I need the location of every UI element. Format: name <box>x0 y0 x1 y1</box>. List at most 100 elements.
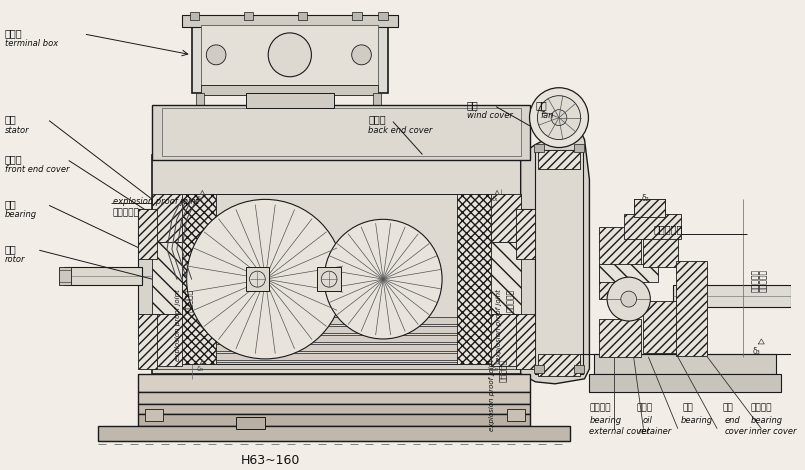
Bar <box>535 365 544 373</box>
Bar <box>599 227 641 299</box>
Bar <box>162 195 511 364</box>
Text: 隔爆接合面: 隔爆接合面 <box>113 208 140 217</box>
Bar <box>535 143 544 151</box>
Bar <box>138 209 157 259</box>
Bar <box>491 242 521 314</box>
Text: cover: cover <box>725 427 749 436</box>
Bar <box>246 267 269 291</box>
Circle shape <box>187 199 344 359</box>
Bar <box>298 12 308 20</box>
Text: δ₃: δ₃ <box>196 366 204 372</box>
Text: 軸承: 軸承 <box>5 199 17 209</box>
Text: δ₃: δ₃ <box>491 366 498 372</box>
Text: stator: stator <box>5 125 30 134</box>
Bar <box>574 365 584 373</box>
Text: δ₃: δ₃ <box>753 347 760 356</box>
Bar <box>516 314 535 369</box>
Bar <box>352 12 361 20</box>
Bar <box>599 319 641 357</box>
Bar <box>152 155 530 374</box>
Text: front end cover: front end cover <box>5 165 69 174</box>
Text: oil: oil <box>642 415 652 425</box>
Bar <box>196 93 204 105</box>
Bar <box>673 285 791 307</box>
Bar <box>192 18 388 93</box>
Text: H63~160: H63~160 <box>241 454 299 467</box>
Text: bearing: bearing <box>681 415 713 425</box>
Text: 定子: 定子 <box>5 115 17 125</box>
Bar <box>152 353 516 360</box>
Circle shape <box>607 277 650 321</box>
Text: 端蓋: 端蓋 <box>722 404 733 413</box>
Text: 轉子: 轉子 <box>5 244 17 254</box>
Bar <box>507 409 525 421</box>
Text: 后端蓋: 后端蓋 <box>369 115 386 125</box>
Circle shape <box>206 45 226 65</box>
Circle shape <box>551 110 567 125</box>
Bar <box>246 93 334 108</box>
Bar <box>535 149 583 374</box>
Polygon shape <box>521 130 589 384</box>
Bar <box>98 426 570 441</box>
Bar <box>624 214 681 239</box>
Bar <box>643 237 678 267</box>
Bar <box>676 261 708 356</box>
Bar <box>516 209 535 259</box>
Text: δ₁: δ₁ <box>491 196 498 203</box>
Circle shape <box>538 96 580 140</box>
Text: 隔爆接合面: 隔爆接合面 <box>759 269 769 292</box>
Text: end: end <box>725 415 741 425</box>
Text: rotor: rotor <box>5 255 26 264</box>
Text: 固定軸承蓋: 固定軸承蓋 <box>750 269 760 292</box>
Bar <box>491 314 521 366</box>
Bar <box>643 301 678 353</box>
Text: bearing: bearing <box>589 415 621 425</box>
Text: 隔爆接合面: 隔爆接合面 <box>506 289 515 312</box>
Text: explosion proof joint: explosion proof joint <box>496 289 502 361</box>
Bar <box>539 354 580 376</box>
Bar <box>236 417 265 429</box>
Text: 接線盒: 接線盒 <box>5 28 23 38</box>
Bar <box>162 108 521 156</box>
Text: terminal box: terminal box <box>5 39 58 48</box>
Bar <box>539 149 580 170</box>
Bar <box>138 392 530 404</box>
Text: δ₁: δ₁ <box>196 196 204 203</box>
Circle shape <box>621 291 637 307</box>
Text: explosion proof joint: explosion proof joint <box>113 197 199 206</box>
Text: 隔爆接合面: 隔爆接合面 <box>654 224 683 235</box>
Bar <box>152 195 182 242</box>
Bar <box>599 264 658 282</box>
Bar <box>138 374 530 392</box>
Bar <box>152 314 182 366</box>
Text: δ₂: δ₂ <box>642 195 650 204</box>
Bar <box>516 209 535 339</box>
Bar <box>574 143 584 151</box>
Bar <box>244 12 254 20</box>
Text: explosion proof joint: explosion proof joint <box>175 289 181 361</box>
Bar <box>138 404 530 414</box>
Text: retainer: retainer <box>638 427 672 436</box>
Bar <box>182 15 398 27</box>
Bar <box>152 335 516 342</box>
Bar <box>634 199 665 217</box>
Bar <box>190 12 200 20</box>
Circle shape <box>321 271 337 287</box>
Text: bearing: bearing <box>750 415 782 425</box>
Bar <box>456 195 511 364</box>
Bar <box>152 362 516 369</box>
Text: back end cover: back end cover <box>369 125 433 134</box>
Bar <box>491 195 521 242</box>
Text: 風罩: 風罩 <box>467 100 478 110</box>
Circle shape <box>324 219 442 339</box>
Bar <box>152 242 182 314</box>
Bar <box>201 25 378 85</box>
Circle shape <box>530 88 588 148</box>
Text: bearing: bearing <box>5 211 37 219</box>
Bar <box>138 209 157 339</box>
Text: 前端蓋: 前端蓋 <box>5 155 23 164</box>
Circle shape <box>352 45 371 65</box>
Bar <box>634 199 665 217</box>
Bar <box>374 93 382 105</box>
Bar <box>317 267 341 291</box>
